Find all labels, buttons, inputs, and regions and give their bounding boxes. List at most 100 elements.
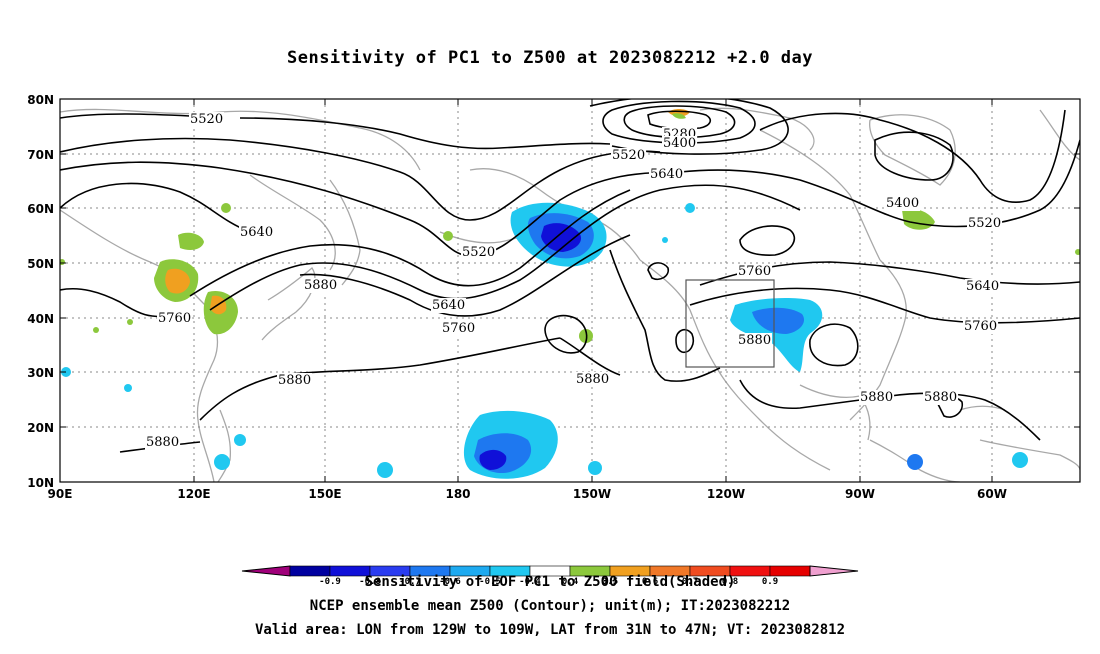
contour-label-bg: [737, 264, 773, 279]
contour-label: 5520: [462, 245, 495, 260]
contour-label: 5880: [860, 390, 893, 405]
contour-label-bg: [662, 136, 698, 151]
shade-china-green2: [178, 232, 204, 250]
contour-label: 5400: [886, 196, 919, 211]
lat-label: 70N: [27, 148, 54, 162]
footer-line-1: Sensitivity of EOF PC1 to Z500 field(Sha…: [364, 574, 736, 590]
colorbar-label: 0.8: [722, 577, 738, 587]
coast-philippines: [217, 409, 232, 482]
shade-fleck: [685, 203, 695, 213]
contour-label: 5640: [650, 167, 683, 182]
lat-label: 60N: [27, 202, 54, 216]
lat-label: 40N: [27, 312, 54, 326]
contour-label: 5760: [964, 319, 997, 334]
contour-label: 5760: [442, 321, 475, 336]
contour-line: [602, 100, 756, 144]
contour-line: [189, 189, 631, 297]
footer-line-3: Valid area: LON from 129W to 109W, LAT f…: [254, 622, 845, 638]
contour-label: 5880: [146, 435, 179, 450]
shade-green-fleck: [443, 231, 453, 241]
contour-label-bg: [885, 196, 921, 211]
contour-label-bg: [461, 245, 497, 260]
contour-label-bg: [303, 278, 339, 293]
contour-label: 5520: [612, 148, 645, 163]
contour-line: [589, 99, 789, 155]
contour-label-bg: [965, 279, 1001, 294]
contour-line: [60, 137, 661, 221]
contour-label: 5880: [304, 278, 337, 293]
contour-label: 5640: [240, 225, 273, 240]
lon-label: 120E: [177, 487, 210, 501]
shade-china-orange: [165, 268, 190, 294]
lon-label: 90E: [48, 487, 73, 501]
shade-pacific-core: [479, 449, 507, 470]
contour-label: 5880: [738, 333, 771, 348]
coast-siberia: [60, 108, 421, 171]
shade-fleck: [1012, 452, 1028, 468]
lat-labels: 80N 70N 60N 50N 40N 30N 20N 10N: [27, 93, 54, 490]
colorbar-label: 0.9: [762, 577, 778, 587]
lon-label: 90W: [845, 487, 875, 501]
lon-label: 150W: [573, 487, 611, 501]
contour-line: [544, 314, 588, 354]
coast-west-na: [639, 259, 831, 471]
contour-label-bg: [431, 298, 467, 313]
shade-fleck: [588, 461, 602, 475]
shade-alaska-core: [541, 223, 582, 252]
shade-westus-mid: [752, 307, 805, 334]
contour-label-bg: [923, 390, 959, 405]
contour-line: [239, 117, 611, 150]
lat-label: 50N: [27, 257, 54, 271]
colorbar-label: -0.5: [479, 577, 501, 587]
contour-label: 5520: [190, 112, 223, 127]
colorbar: -0.9 -0.8 -0.7 -0.6 -0.5 -0.4 0.4 0.5 0.6 0.7 0.8 0…: [241, 565, 859, 587]
contour-label-bg: [963, 319, 999, 334]
contour-line: [60, 182, 251, 233]
coast-kamchatka: [329, 179, 361, 286]
contour-label-bg: [859, 390, 895, 405]
contour-line: [209, 184, 801, 311]
contour-line: [759, 109, 1066, 204]
contour-line: [739, 225, 796, 256]
contour-label: 5760: [158, 311, 191, 326]
shade-green-fleck: [93, 327, 99, 333]
contour-line: [689, 287, 1080, 324]
shade-arctic-green: [672, 113, 686, 119]
map-area: [60, 99, 1080, 482]
contour-line: [647, 262, 670, 281]
lon-label: 150E: [308, 487, 341, 501]
contour-line: [60, 113, 191, 119]
colorbar-label: -0.6: [439, 577, 461, 587]
shade-fleck: [124, 384, 132, 392]
contour-label-bg: [649, 167, 685, 182]
lat-label: 10N: [27, 476, 54, 490]
contour-label-bg: [575, 372, 611, 387]
valid-area-box: [685, 279, 775, 368]
contour-label-bg: [157, 311, 193, 326]
contour-line: [199, 337, 561, 421]
footer-line-2: NCEP ensemble mean Z500 (Contour); unit(…: [309, 598, 791, 614]
contour-line: [679, 139, 1080, 228]
contour-line: [675, 328, 695, 354]
coast-south-america: [979, 439, 1080, 471]
contour-label: 5520: [968, 216, 1001, 231]
colorbar-label: -0.9: [319, 577, 341, 587]
contour-line: [809, 323, 859, 367]
lon-label: 180: [445, 487, 470, 501]
shade-fleck: [377, 462, 393, 478]
contour-line: [60, 287, 171, 318]
shade-green-fleck: [221, 203, 231, 213]
contour-label: 5760: [738, 264, 771, 279]
tick-marks: [60, 98, 1080, 483]
contour-line: [623, 105, 736, 139]
contour-label: 5880: [576, 372, 609, 387]
contour-label: 5640: [432, 298, 465, 313]
colorbar-label: 0.7: [682, 577, 698, 587]
contour-label-bg: [277, 373, 313, 388]
contour-line: [874, 131, 954, 181]
lat-label: 20N: [27, 421, 54, 435]
contour-label-bg: [239, 225, 275, 240]
shade-fleck: [214, 454, 230, 470]
